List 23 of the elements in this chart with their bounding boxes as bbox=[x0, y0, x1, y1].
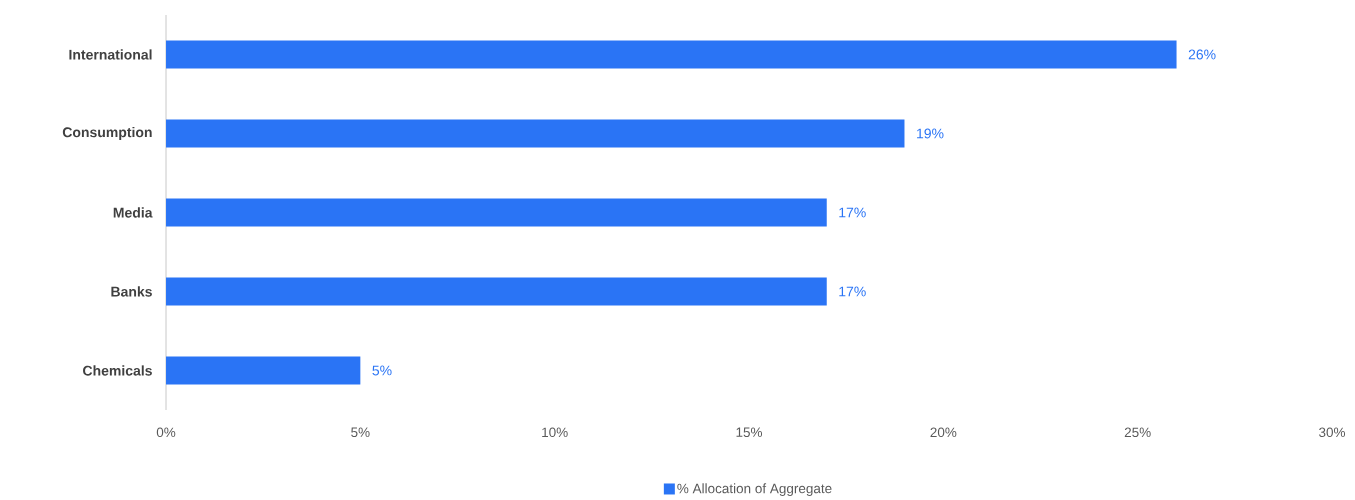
bar bbox=[166, 198, 827, 227]
x-tick-label: 5% bbox=[351, 427, 370, 437]
x-tick-label: 10% bbox=[542, 427, 568, 438]
x-tick-label: 0% bbox=[156, 427, 176, 438]
bar bbox=[166, 277, 827, 306]
bar bbox=[166, 356, 361, 385]
x-tick-label: 25% bbox=[1124, 427, 1151, 438]
y-tick-label: Media bbox=[113, 207, 153, 218]
data-label: 26% bbox=[1188, 49, 1216, 60]
y-tick-label: International bbox=[69, 49, 152, 60]
legend-label: % Allocation of Aggregate bbox=[677, 483, 832, 496]
y-tick-label: Consumption bbox=[62, 126, 152, 141]
data-label: 5% bbox=[372, 365, 392, 376]
data-label: 17% bbox=[839, 207, 866, 218]
y-tick-label: Banks bbox=[111, 286, 152, 297]
data-label: 17% bbox=[839, 286, 866, 297]
x-tick-label: 15% bbox=[736, 427, 763, 437]
x-tick-label: 20% bbox=[930, 427, 957, 438]
bar bbox=[166, 40, 1177, 69]
y-tick-label: Chemicals bbox=[83, 365, 152, 376]
data-label: 19% bbox=[917, 128, 944, 139]
bar bbox=[166, 119, 905, 148]
x-tick-label: 30% bbox=[1319, 427, 1346, 438]
